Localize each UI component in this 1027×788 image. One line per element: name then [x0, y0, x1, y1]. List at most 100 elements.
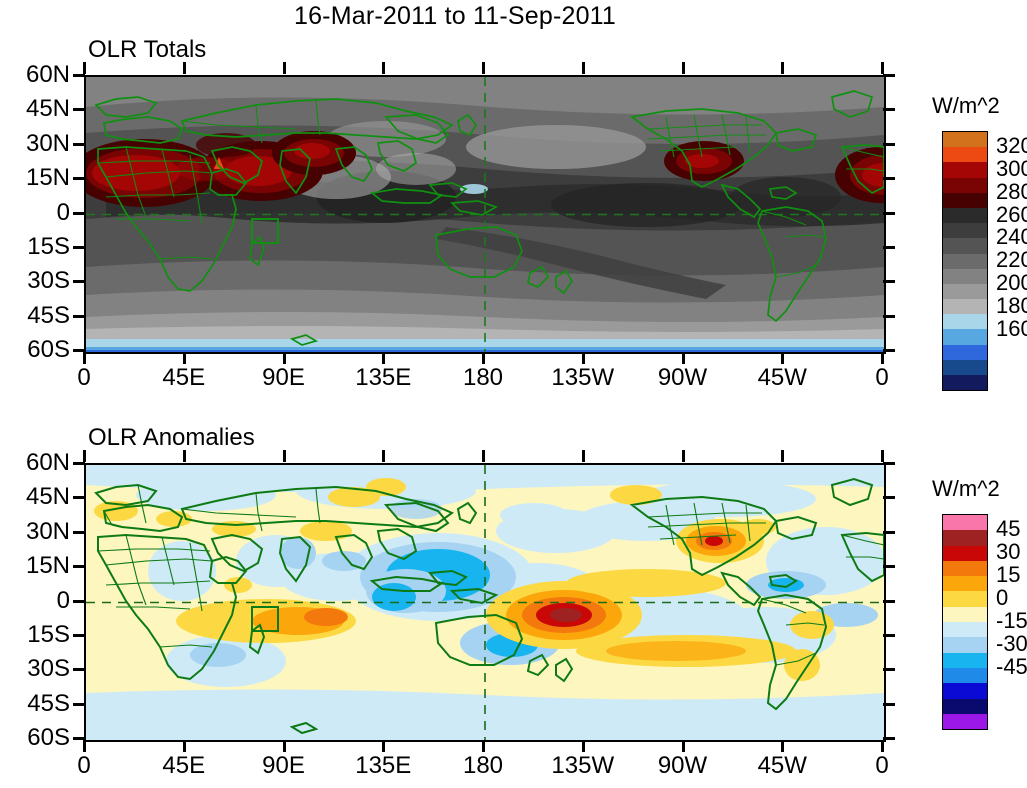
colorbar-band-olr-anomalies-11: [943, 683, 987, 699]
colorbar-title-olr-totals: W/m^2: [932, 93, 1000, 118]
xtick-olr-totals-8: [881, 352, 884, 364]
xtick-top-olr-anomalies-6: [681, 450, 685, 462]
colorbar-band-olr-totals-8: [943, 253, 987, 269]
colorbar-label-olr-totals-3: 260: [996, 201, 1027, 227]
xtick-label-olr-totals-7: 45W: [757, 364, 807, 391]
colorbar-band-olr-anomalies-6: [943, 606, 987, 623]
colorbar-label-olr-totals-2: 280: [996, 178, 1027, 204]
ytick-olr-anomalies-0: [73, 462, 85, 465]
xtick-top-olr-totals-3: [382, 62, 386, 74]
xtick-olr-anomalies-2: [282, 740, 286, 752]
colorbar-band-olr-anomalies-4: [943, 576, 987, 592]
ytick-right-olr-totals-8: [883, 349, 895, 352]
colorbar-band-olr-totals-2: [943, 162, 987, 178]
xtick-label-olr-anomalies-7: 45W: [757, 752, 807, 779]
ytick-right-olr-totals-0: [883, 74, 895, 77]
xtick-top-olr-totals-8: [881, 62, 884, 74]
ytick-olr-anomalies-7: [73, 702, 85, 706]
xtick-top-olr-totals-6: [681, 62, 685, 74]
colorbar-label-olr-totals-6: 200: [996, 270, 1027, 295]
xtick-label-olr-anomalies-0: 0: [77, 752, 91, 779]
ytick-olr-anomalies-8: [73, 737, 85, 740]
ytick-label-olr-totals-4: 0: [56, 198, 70, 226]
colorbar-band-olr-totals-11: [943, 299, 987, 315]
colorbar-band-olr-anomalies-1: [943, 530, 987, 546]
map-svg-olr-anomalies: [86, 465, 884, 740]
xtick-label-olr-totals-2: 90E: [262, 364, 305, 391]
xtick-top-olr-totals-5: [581, 62, 585, 74]
colorbar-label-olr-anomalies-6: -45: [996, 654, 1027, 679]
ytick-olr-anomalies-1: [73, 496, 85, 500]
ytick-right-olr-totals-2: [883, 142, 895, 146]
ytick-label-olr-totals-0: 60N: [25, 61, 70, 88]
xtick-olr-anomalies-3: [382, 740, 386, 752]
xtick-olr-anomalies-5: [581, 740, 585, 752]
xtick-label-olr-anomalies-1: 45E: [162, 752, 206, 779]
colorbar-olr-anomalies: [942, 514, 988, 731]
colorbar-label-olr-anomalies-1: 30: [996, 539, 1021, 565]
colorbar-band-olr-anomalies-12: [943, 698, 987, 714]
xtick-top-olr-totals-1: [182, 62, 186, 74]
colorbar-band-olr-totals-9: [943, 268, 987, 284]
xtick-label-olr-totals-8: 0: [875, 364, 889, 391]
xtick-top-olr-anomalies-7: [781, 450, 785, 462]
xtick-olr-anomalies-7: [781, 740, 785, 752]
ytick-label-olr-totals-1: 45N: [25, 95, 70, 123]
xtick-olr-totals-2: [282, 352, 286, 364]
map-svg-olr-totals: [86, 77, 884, 352]
ytick-right-olr-totals-6: [883, 280, 895, 284]
ytick-label-olr-anomalies-7: 45S: [27, 689, 70, 717]
ytick-olr-totals-2: [73, 142, 85, 146]
ytick-olr-totals-8: [73, 349, 85, 352]
xtick-olr-totals-3: [382, 352, 386, 364]
xtick-olr-anomalies-4: [482, 740, 485, 752]
xtick-top-olr-totals-7: [781, 62, 785, 74]
colorbar-band-olr-totals-14: [943, 344, 987, 360]
ytick-olr-anomalies-6: [73, 668, 85, 672]
xtick-top-olr-anomalies-3: [382, 450, 386, 462]
ytick-label-olr-totals-8: 60S: [27, 336, 70, 363]
xtick-top-olr-totals-2: [282, 62, 286, 74]
map-plot-olr-totals: [84, 75, 886, 354]
colorbar-label-olr-totals-8: 160: [996, 315, 1027, 341]
ytick-right-olr-anomalies-5: [883, 633, 895, 637]
xtick-label-olr-totals-0: 0: [77, 364, 91, 391]
xtick-olr-totals-0: [83, 352, 86, 364]
colorbar-band-olr-anomalies-5: [943, 591, 987, 607]
colorbar-label-olr-totals-4: 240: [996, 224, 1027, 250]
xtick-label-olr-totals-3: 135E: [355, 364, 412, 391]
colorbar-label-olr-totals-5: 220: [996, 247, 1027, 273]
xtick-olr-totals-4: [482, 352, 485, 364]
ytick-olr-anomalies-5: [73, 633, 85, 637]
ytick-right-olr-anomalies-6: [883, 668, 895, 672]
colorbar-title-olr-anomalies: W/m^2: [932, 476, 1000, 501]
xtick-label-olr-totals-5: 135W: [551, 364, 615, 391]
ytick-label-olr-totals-2: 30N: [25, 129, 70, 157]
ytick-label-olr-anomalies-2: 30N: [25, 517, 70, 545]
colorbar-band-olr-anomalies-10: [943, 667, 987, 684]
xtick-olr-totals-7: [781, 352, 785, 364]
xtick-label-olr-totals-6: 90W: [657, 364, 708, 391]
panel-title-olr-totals: OLR Totals: [88, 36, 207, 63]
colorbar-label-olr-totals-7: 180: [996, 292, 1027, 318]
xtick-olr-anomalies-1: [182, 740, 186, 752]
colorbar-band-olr-totals-15: [943, 359, 987, 375]
xtick-top-olr-anomalies-8: [881, 450, 884, 462]
xtick-top-olr-totals-0: [83, 62, 86, 74]
ytick-right-olr-totals-1: [883, 108, 895, 112]
ytick-olr-totals-5: [73, 245, 85, 249]
colorbar-band-olr-totals-5: [943, 207, 987, 224]
colorbar-band-olr-totals-4: [943, 192, 987, 208]
colorbar-olr-totals: [942, 131, 988, 392]
ytick-label-olr-anomalies-0: 60N: [25, 449, 70, 476]
ytick-label-olr-anomalies-3: 15N: [25, 552, 70, 580]
ytick-right-olr-anomalies-1: [883, 496, 895, 500]
xtick-top-olr-anomalies-5: [581, 450, 585, 462]
colorbar-label-olr-totals-0: 320: [996, 133, 1027, 159]
map-plot-olr-anomalies: [84, 463, 886, 742]
ytick-right-olr-anomalies-4: [883, 599, 895, 603]
colorbar-band-olr-totals-6: [943, 223, 987, 239]
colorbar-band-olr-totals-16: [943, 375, 987, 391]
xtick-olr-totals-1: [182, 352, 186, 364]
xtick-label-olr-anomalies-5: 135W: [551, 752, 615, 779]
